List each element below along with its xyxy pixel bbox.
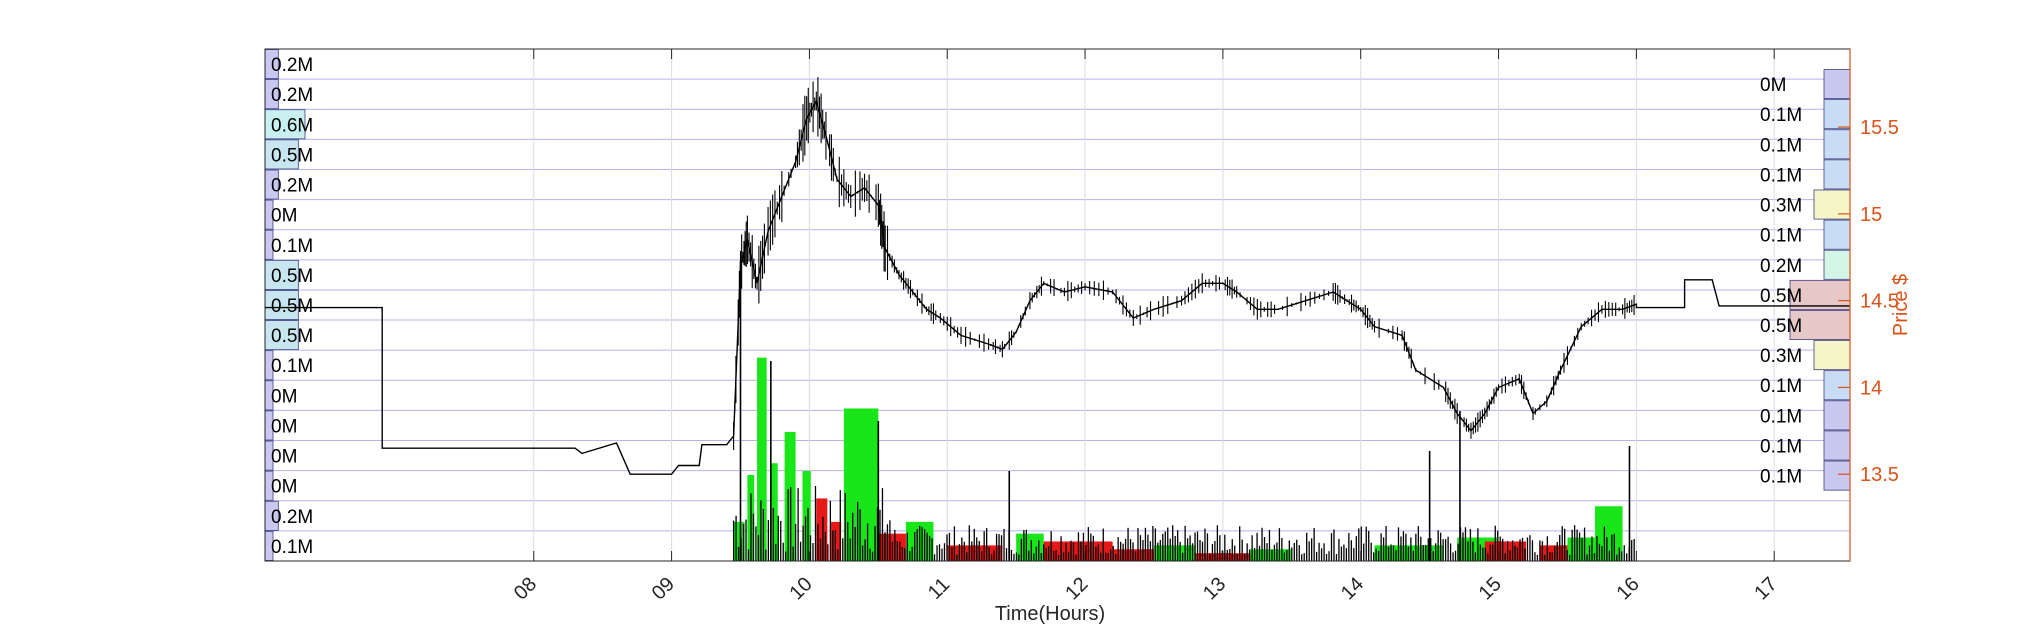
right-profile-bar bbox=[1789, 310, 1851, 340]
right-profile-label: 0M bbox=[1760, 75, 1786, 96]
price-series bbox=[265, 77, 1850, 475]
right-profile-label: 0.1M bbox=[1760, 105, 1802, 126]
right-profile-label: 0.1M bbox=[1760, 165, 1802, 186]
right-profile-bar bbox=[1823, 400, 1851, 431]
volume-bar-down bbox=[1539, 545, 1568, 561]
left-profile-label: 0.2M bbox=[271, 85, 313, 106]
right-profile-label: 0.1M bbox=[1760, 406, 1802, 427]
x-tick-label: 12 bbox=[1061, 573, 1092, 604]
left-profile-label: 0.2M bbox=[271, 176, 313, 197]
y-tick-label: 13.5 bbox=[1860, 464, 1899, 486]
right-profile-label: 0.1M bbox=[1760, 135, 1802, 156]
left-profile-label: 0.2M bbox=[271, 507, 313, 528]
right-profile-label: 0.3M bbox=[1760, 196, 1802, 217]
volume-bar-up bbox=[1250, 549, 1292, 561]
axes: 08 09 10 11 12 13 14 15 16 17 13.5 14 14.5 15 15.5 bbox=[264, 48, 1899, 604]
x-tick-label: 15 bbox=[1475, 573, 1506, 604]
right-profile-label: 0.1M bbox=[1760, 436, 1802, 457]
right-profile-bar bbox=[1813, 189, 1851, 220]
left-volume-profile: 0.2M 0.2M 0.6M 0.5M 0.2M 0M 0.1M 0.5M 0.5M 0.5M 0.… bbox=[264, 49, 313, 561]
right-profile-bar bbox=[1823, 129, 1851, 160]
x-tick-label: 16 bbox=[1612, 573, 1643, 604]
y-tick-label: 15.5 bbox=[1860, 117, 1899, 139]
left-profile-label: 0.5M bbox=[271, 296, 313, 317]
left-profile-label: 0M bbox=[271, 206, 297, 227]
right-profile-label: 0.5M bbox=[1760, 316, 1802, 337]
x-tick-label: 17 bbox=[1750, 573, 1781, 604]
volume-bar-up bbox=[770, 463, 778, 561]
volume-bar-up bbox=[843, 408, 879, 561]
right-profile-bar bbox=[1823, 159, 1851, 190]
right-profile-label: 0.1M bbox=[1760, 467, 1802, 488]
left-profile-bar bbox=[264, 290, 299, 320]
volume-bar-down bbox=[816, 498, 828, 561]
right-profile-bar bbox=[1823, 430, 1851, 461]
x-tick-label: 09 bbox=[648, 573, 679, 604]
right-volume-profile: 0M 0.1M 0.1M 0.1M 0.3M 0.1M 0.2M 0.5M 0.5M 0.3M 0.… bbox=[1760, 69, 1851, 491]
right-profile-bar bbox=[1823, 69, 1851, 100]
price-line bbox=[265, 99, 1850, 475]
volume-bar-up bbox=[757, 357, 767, 561]
volume-bars bbox=[732, 261, 1635, 561]
left-profile-label: 0M bbox=[271, 447, 297, 468]
left-profile-label: 0.5M bbox=[271, 266, 313, 287]
right-profile-label: 0.3M bbox=[1760, 346, 1802, 367]
y-axis-label: Price $ bbox=[1890, 274, 1912, 336]
right-profile-bar bbox=[1823, 460, 1851, 491]
x-tick-label: 11 bbox=[924, 574, 954, 604]
volume-bar-up bbox=[733, 521, 745, 561]
left-profile-label: 0M bbox=[271, 386, 297, 407]
x-tick-label: 10 bbox=[786, 573, 817, 604]
volume-bar-up bbox=[802, 471, 811, 561]
right-profile-label: 0.1M bbox=[1760, 226, 1802, 247]
y-tick-label: 14 bbox=[1860, 377, 1882, 399]
y-tick-label: 15 bbox=[1860, 204, 1882, 226]
left-profile-label: 0.1M bbox=[271, 537, 313, 558]
right-profile-bar bbox=[1823, 249, 1851, 280]
left-profile-label: 0.1M bbox=[271, 236, 313, 257]
volume-bar-up bbox=[1016, 533, 1044, 561]
right-profile-label: 0.2M bbox=[1760, 256, 1802, 277]
left-profile-label: 0.2M bbox=[271, 55, 313, 76]
left-profile-label: 0.6M bbox=[271, 115, 313, 136]
x-axis-label: Time(Hours) bbox=[995, 603, 1105, 625]
right-profile-label: 0.1M bbox=[1760, 376, 1802, 397]
x-tick-label: 14 bbox=[1337, 573, 1368, 604]
left-profile-bar bbox=[264, 320, 299, 351]
right-profile-bar bbox=[1823, 219, 1851, 250]
y-tick-label: 14.5 bbox=[1860, 291, 1899, 313]
right-profile-bar bbox=[1823, 370, 1851, 401]
right-profile-bar bbox=[1813, 340, 1851, 371]
left-profile-bar bbox=[264, 109, 306, 140]
right-profile-label: 0.5M bbox=[1760, 286, 1802, 307]
left-profile-bar bbox=[264, 139, 299, 170]
x-tick-label: 13 bbox=[1199, 573, 1230, 604]
left-profile-label: 0M bbox=[271, 416, 297, 437]
right-profile-bar bbox=[1789, 279, 1851, 310]
left-profile-label: 0.5M bbox=[271, 145, 313, 166]
x-tick-label: 08 bbox=[510, 573, 541, 604]
left-profile-label: 0.1M bbox=[271, 356, 313, 377]
left-profile-label: 0M bbox=[271, 477, 297, 498]
left-profile-label: 0.5M bbox=[271, 326, 313, 347]
right-profile-bar bbox=[1823, 99, 1851, 130]
